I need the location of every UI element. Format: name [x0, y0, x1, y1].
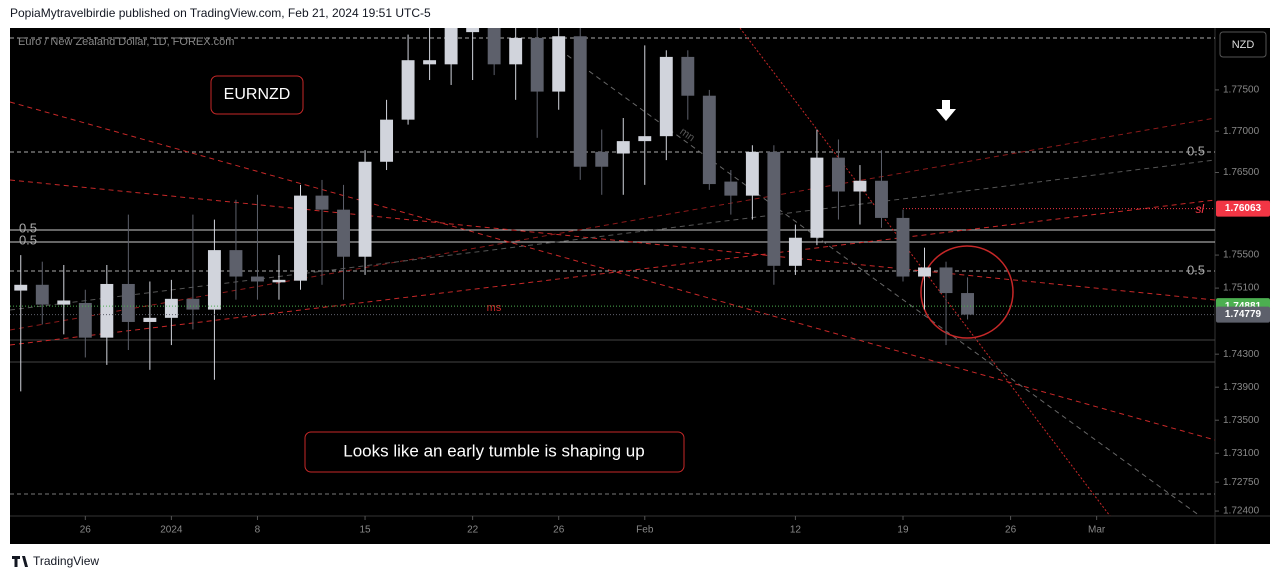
y-tick-label: 1.72750	[1223, 477, 1260, 488]
candle-body	[423, 60, 437, 65]
x-tick-label: 22	[467, 525, 479, 536]
price-label-box	[1216, 200, 1270, 217]
candle-body	[380, 119, 394, 162]
trend-line	[559, 49, 1201, 516]
currency-button[interactable]	[1219, 31, 1267, 58]
trend-line	[10, 117, 1215, 331]
x-tick-label: 26	[80, 525, 92, 536]
candle-body	[638, 136, 652, 142]
fib-label: 0.5	[1187, 262, 1205, 277]
candle-body	[14, 284, 28, 291]
y-tick-label: 1.74300	[1223, 349, 1260, 360]
candle-body	[767, 151, 781, 266]
y-tick-label: 1.72400	[1223, 506, 1260, 517]
candle-body	[918, 267, 931, 277]
candle-body	[724, 181, 738, 196]
y-tick-label: 1.75500	[1223, 250, 1260, 261]
candle-body	[444, 28, 458, 65]
candle-body	[552, 36, 566, 92]
y-tick-label: 1.73900	[1223, 382, 1260, 393]
x-tick-label: 19	[897, 525, 909, 536]
ms-label: ms	[487, 302, 502, 314]
price-label: 1.74881	[1225, 301, 1262, 312]
y-tick-label: 1.73500	[1223, 415, 1260, 426]
sl-label: sl	[1195, 202, 1204, 216]
y-tick-label: 1.76500	[1223, 167, 1260, 178]
candle-body	[616, 141, 630, 154]
x-tick-label: Mar	[1088, 525, 1106, 536]
x-tick-label: 2024	[160, 525, 183, 536]
comment-box	[304, 431, 685, 473]
candle-body	[745, 151, 759, 196]
candle-body	[186, 298, 200, 310]
candle-body	[896, 217, 910, 277]
candle-body	[853, 180, 867, 192]
candle-body	[315, 195, 329, 210]
candle-body	[401, 60, 415, 120]
x-tick-label: 26	[1005, 525, 1017, 536]
candle-body	[875, 180, 888, 218]
candle-body	[466, 28, 480, 33]
candle-body	[337, 209, 350, 257]
candle-body	[509, 37, 523, 65]
trend-line	[10, 179, 1215, 301]
header: PopiaMytravelbirdie published on Trading…	[10, 6, 431, 20]
candle-body	[595, 151, 609, 167]
candle-body	[35, 284, 49, 305]
candle-body	[78, 302, 92, 338]
candle-body	[831, 157, 845, 192]
y-tick-label: 1.77500	[1223, 85, 1260, 96]
trend-line	[10, 199, 1215, 346]
ticker-text: EURNZD	[224, 86, 291, 103]
candle-body	[681, 56, 695, 96]
arrow-icon	[936, 100, 956, 121]
currency-text[interactable]: NZD	[1232, 39, 1255, 51]
footer: TradingView	[33, 554, 99, 568]
candle-body	[573, 36, 587, 167]
price-label: 1.74779	[1225, 309, 1262, 320]
highlight-circle	[920, 245, 1014, 339]
price-label: 1.76063	[1225, 203, 1262, 214]
candle-body	[164, 298, 178, 318]
logo	[12, 556, 28, 567]
candle-body	[961, 293, 974, 315]
y-tick-label: 1.77000	[1223, 126, 1260, 137]
candle-body	[702, 95, 716, 185]
fib-label: 0.5	[19, 220, 37, 235]
candle-body	[57, 300, 71, 305]
x-tick-label: Feb	[636, 525, 654, 536]
symbol: Euro / New Zealand Dollar, 1D, FOREX.com	[18, 36, 234, 48]
candle-body	[207, 250, 221, 310]
plot	[14, 28, 974, 392]
candle-body	[229, 250, 243, 277]
candle-body	[810, 157, 824, 238]
x-tick-label: 15	[359, 525, 371, 536]
candle-body	[294, 195, 307, 281]
candle-body	[487, 28, 501, 65]
price-label-box	[1216, 306, 1270, 323]
candle-body	[939, 267, 953, 294]
candle-body	[251, 276, 264, 282]
candle-body	[272, 279, 286, 283]
candle-body	[659, 56, 673, 137]
x-tick-label: 8	[255, 525, 261, 536]
fib-label: 0.5	[1187, 143, 1205, 158]
candle-body	[358, 161, 372, 257]
comment-text: Looks like an early tumble is shaping up	[343, 441, 644, 460]
y-tick-label: 1.75100	[1223, 283, 1260, 294]
candle-body	[530, 37, 544, 92]
x-tick-label: 12	[790, 525, 802, 536]
ticker-box	[210, 75, 304, 115]
candle-body	[143, 317, 157, 322]
candle-body	[121, 283, 135, 322]
trend-line	[10, 101, 1215, 441]
candle-body	[100, 283, 114, 338]
y-tick-label: 1.73100	[1223, 448, 1260, 459]
candle-body	[788, 237, 802, 266]
fib-label: 0.5	[19, 232, 37, 247]
x-tick-label: 26	[553, 525, 565, 536]
